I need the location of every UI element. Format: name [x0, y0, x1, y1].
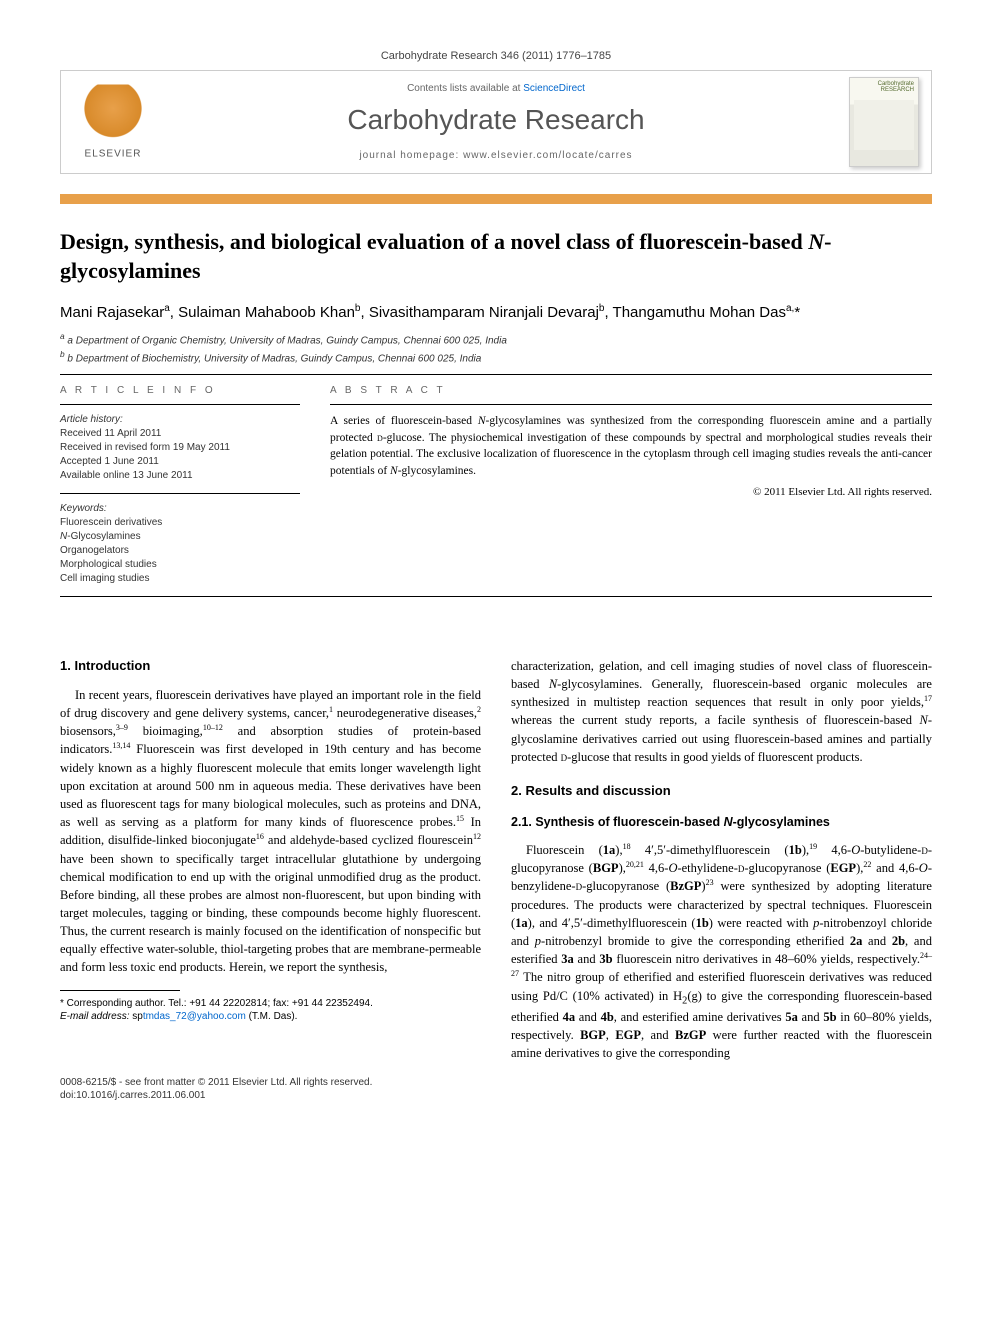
homepage-prefix: journal homepage: [359, 150, 463, 161]
author-list: Mani Rajasekara, Sulaiman Mahaboob Khanb… [60, 303, 932, 321]
accent-bar [60, 194, 932, 204]
keyword: Cell imaging studies [60, 572, 300, 586]
sciencedirect-link[interactable]: ScienceDirect [523, 83, 585, 94]
divider [60, 596, 932, 597]
abstract-heading: A B S T R A C T [330, 385, 932, 396]
keyword: Morphological studies [60, 558, 300, 572]
keyword: Organogelators [60, 544, 300, 558]
history-item: Received in revised form 19 May 2011 [60, 441, 300, 455]
history-item: Accepted 1 June 2011 [60, 455, 300, 469]
history-item: Received 11 April 2011 [60, 427, 300, 441]
col2-continuation: characterization, gelation, and cell ima… [511, 657, 932, 766]
article-title: Design, synthesis, and biological evalua… [60, 228, 932, 285]
cover-thumb-image [854, 100, 914, 150]
subsection-2-1-heading: 2.1. Synthesis of fluorescein-based N-gl… [511, 813, 932, 831]
elsevier-label: ELSEVIER [73, 149, 153, 160]
footer-copyright: 0008-6215/$ - see front matter © 2011 El… [60, 1076, 372, 1089]
footnote-line: * Corresponding author. Tel.: +91 44 222… [60, 997, 481, 1010]
keyword: Fluorescein derivatives [60, 516, 300, 530]
email-link[interactable]: tmdas_72@yahoo.com [143, 1011, 246, 1022]
contents-available-line: Contents lists available at ScienceDirec… [171, 83, 821, 94]
footnote-separator [60, 990, 180, 991]
intro-paragraph: In recent years, fluorescein derivatives… [60, 686, 481, 977]
elsevier-tree-icon [83, 85, 143, 145]
journal-title: Carbohydrate Research [171, 104, 821, 136]
cover-thumb-title: Carbohydrate RESEARCH [850, 78, 918, 96]
citation-line: Carbohydrate Research 346 (2011) 1776–17… [60, 50, 932, 62]
history-item: Available online 13 June 2011 [60, 469, 300, 483]
divider [60, 374, 932, 375]
subsection-2-1-paragraph: Fluorescein (1a),18 4′,5′-dimethylfluore… [511, 841, 932, 1063]
article-info-column: A R T I C L E I N F O Article history: R… [60, 385, 300, 586]
affiliation-a: a a Department of Organic Chemistry, Uni… [60, 331, 932, 346]
footnote-email: E-mail address: sptmdas_72@yahoo.com (T.… [60, 1010, 481, 1023]
body-column-left: 1. Introduction In recent years, fluores… [60, 657, 481, 1063]
page-footer: 0008-6215/$ - see front matter © 2011 El… [60, 1076, 932, 1102]
abstract-copyright: © 2011 Elsevier Ltd. All rights reserved… [330, 486, 932, 498]
keywords-label: Keywords: [60, 502, 300, 516]
homepage-url: www.elsevier.com/locate/carres [463, 150, 633, 161]
article-info-heading: A R T I C L E I N F O [60, 385, 300, 396]
contents-prefix: Contents lists available at [407, 83, 523, 94]
history-label: Article history: [60, 413, 300, 427]
results-heading: 2. Results and discussion [511, 782, 932, 801]
affiliations: a a Department of Organic Chemistry, Uni… [60, 331, 932, 364]
article-history-block: Article history: Received 11 April 2011 … [60, 413, 300, 586]
elsevier-logo: ELSEVIER [73, 85, 153, 160]
abstract-text: A series of fluorescein-based N-glycosyl… [330, 413, 932, 480]
journal-header-box: ELSEVIER Carbohydrate RESEARCH Contents … [60, 70, 932, 174]
corresponding-author-footnote: * Corresponding author. Tel.: +91 44 222… [60, 997, 481, 1023]
abstract-column: A B S T R A C T A series of fluorescein-… [330, 385, 932, 586]
intro-heading: 1. Introduction [60, 657, 481, 676]
footer-doi: doi:10.1016/j.carres.2011.06.001 [60, 1089, 372, 1102]
journal-cover-thumbnail: Carbohydrate RESEARCH [849, 77, 919, 167]
keyword: N-Glycosylamines [60, 530, 300, 544]
affiliation-b: b b Department of Biochemistry, Universi… [60, 349, 932, 364]
body-column-right: characterization, gelation, and cell ima… [511, 657, 932, 1063]
journal-homepage-line: journal homepage: www.elsevier.com/locat… [171, 150, 821, 161]
